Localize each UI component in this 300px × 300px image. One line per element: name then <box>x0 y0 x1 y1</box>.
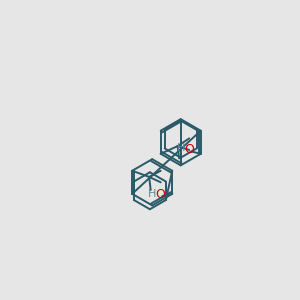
Text: H: H <box>177 143 186 153</box>
Text: O: O <box>155 188 165 201</box>
Text: O: O <box>184 143 194 156</box>
Text: H: H <box>148 189 156 199</box>
